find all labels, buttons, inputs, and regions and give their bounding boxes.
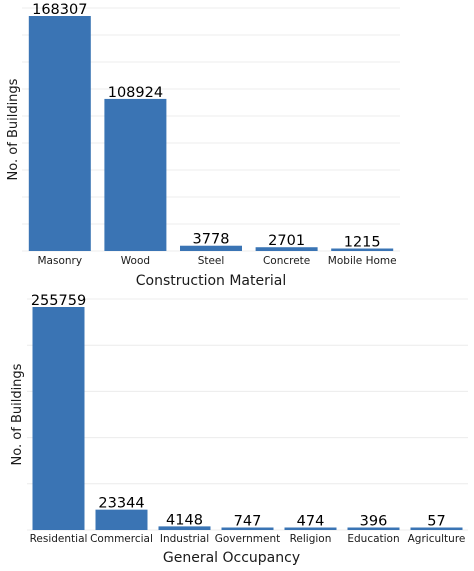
bar-agriculture	[410, 527, 463, 530]
value-label-religion: 474	[297, 514, 325, 530]
tick-label-education: Education	[347, 533, 399, 545]
bars	[32, 307, 463, 530]
y-axis-label: No. of Buildings	[6, 78, 21, 180]
value-label-masonry: 168307	[32, 2, 87, 18]
bar-commercial	[95, 509, 148, 530]
bar-religion	[284, 527, 337, 530]
x-axis-label: General Occupancy	[163, 550, 300, 566]
value-label-education: 396	[360, 514, 388, 530]
tick-label-concrete: Concrete	[263, 255, 310, 267]
value-label-commercial: 23344	[98, 496, 144, 512]
bar-concrete	[255, 247, 318, 251]
data-labels: 168307 108924 3778 2701 1215	[32, 2, 381, 251]
grid-lines	[27, 298, 468, 531]
bar-education	[347, 527, 400, 530]
value-label-industrial: 4148	[166, 512, 203, 528]
x-tick-labels: Residential Commercial Industrial Governmen…	[30, 533, 466, 545]
tick-label-steel: Steel	[198, 255, 225, 267]
bar-residential	[32, 307, 85, 530]
tick-label-industrial: Industrial	[160, 533, 209, 545]
tick-label-masonry: Masonry	[38, 255, 83, 267]
value-label-steel: 3778	[193, 232, 230, 248]
tick-label-commercial: Commercial	[90, 533, 153, 545]
value-label-residential: 255759	[31, 293, 86, 309]
value-label-agriculture: 57	[427, 514, 445, 530]
tick-label-mobile-home: Mobile Home	[328, 255, 397, 267]
x-tick-labels: Masonry Wood Steel Concrete Mobile Home	[38, 255, 397, 267]
bar-government	[221, 527, 274, 530]
y-axis-label: No. of Buildings	[10, 363, 25, 465]
value-label-mobile-home: 1215	[344, 235, 381, 251]
tick-label-agriculture: Agriculture	[408, 533, 466, 545]
tick-label-wood: Wood	[121, 255, 150, 267]
data-labels: 255759 23344 4148 747 474 396 57	[31, 293, 446, 530]
bar-masonry	[28, 16, 91, 251]
construction-material-chart: 168307 108924 3778 2701 1215 Masonry Wood Stee…	[6, 2, 400, 289]
tick-label-religion: Religion	[290, 533, 332, 545]
bars	[28, 16, 394, 251]
tick-label-government: Government	[215, 533, 280, 545]
bar-steel	[180, 245, 242, 251]
value-label-wood: 108924	[108, 85, 163, 101]
bar-mobile-home	[331, 248, 394, 251]
value-label-concrete: 2701	[268, 233, 305, 249]
x-axis-label: Construction Material	[136, 273, 286, 289]
bar-industrial	[158, 526, 211, 530]
value-label-government: 747	[234, 514, 262, 530]
bar-wood	[104, 98, 167, 251]
general-occupancy-chart: 255759 23344 4148 747 474 396 57 Residential Co…	[10, 293, 468, 566]
tick-label-residential: Residential	[30, 533, 88, 545]
